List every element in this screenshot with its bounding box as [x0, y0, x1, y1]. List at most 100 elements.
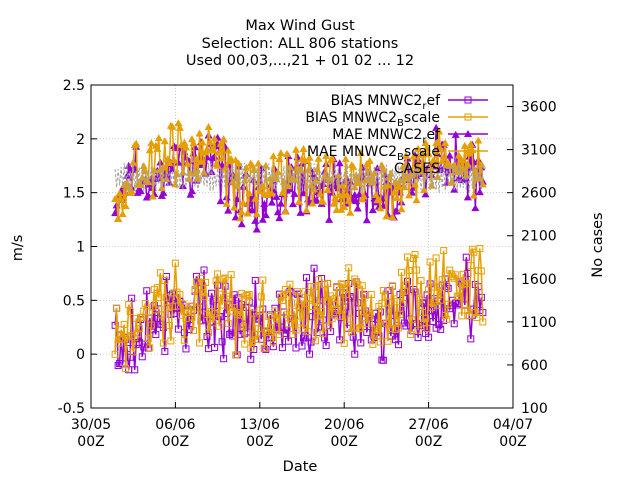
axis-ticks: -0.5 0 0.5 1 1.5 2 2.5 100 600 1100 1600 2100 2600 31…: [58, 78, 557, 450]
data-point-square: [352, 278, 360, 286]
data-point-triangle: [132, 139, 141, 147]
x-tick-label-hour: 00Z: [330, 434, 357, 450]
data-point-triangle: [290, 189, 299, 197]
data-point-square: [404, 277, 411, 285]
data-point-triangle: [239, 198, 248, 206]
data-point-square: [437, 296, 445, 304]
data-point-square: [125, 300, 133, 308]
data-point-square: [114, 362, 122, 370]
data-point-square: [138, 353, 146, 361]
data-point-square: [327, 327, 335, 335]
data-point-square: [476, 244, 484, 252]
data-point-triangle: [118, 210, 127, 218]
legend-label-subscript: B: [397, 152, 404, 163]
data-point-triangle: [251, 216, 260, 224]
data-point-square: [152, 306, 160, 314]
data-point-triangle: [198, 138, 207, 146]
data-point-square: [340, 339, 348, 347]
data-point-triangle: [296, 208, 305, 216]
data-point-triangle: [243, 209, 252, 217]
data-point-square: [414, 326, 422, 334]
data-point-square: [269, 338, 277, 346]
data-point-triangle: [389, 188, 398, 196]
data-point-triangle: [210, 152, 219, 160]
data-point-square: [301, 287, 309, 295]
data-point-square: [278, 344, 286, 352]
data-point-square: [423, 291, 431, 299]
data-point-triangle: [391, 178, 400, 186]
data-point-square: [284, 320, 292, 328]
data-point-triangle: [192, 155, 201, 163]
data-point-square: [224, 319, 232, 327]
data-point-triangle: [145, 146, 154, 154]
data-point-square: [437, 325, 445, 333]
data-point-triangle: [206, 138, 215, 146]
data-point-triangle: [216, 197, 225, 205]
data-point-square: [208, 289, 216, 297]
data-point-square: [343, 285, 351, 293]
data-point-square: [159, 339, 167, 347]
data-point-square: [325, 322, 333, 330]
data-point-triangle: [338, 181, 347, 189]
data-point-square: [134, 330, 142, 338]
data-point-square: [413, 266, 421, 274]
data-point-triangle: [258, 215, 267, 223]
data-point-triangle: [343, 190, 352, 198]
data-point-square: [397, 268, 405, 276]
data-point-triangle: [288, 200, 297, 208]
data-point-square: [156, 269, 164, 277]
data-point-square: [199, 289, 207, 297]
data-point-square: [215, 322, 223, 330]
data-point-square: [193, 278, 200, 286]
data-point-triangle: [423, 144, 432, 152]
data-point-triangle: [219, 135, 228, 143]
data-point-square: [174, 302, 182, 310]
data-point-triangle: [175, 123, 184, 131]
plot-series: [111, 119, 487, 374]
data-point-square: [337, 280, 345, 288]
data-point-square: [331, 295, 339, 303]
data-point-square: [284, 337, 292, 345]
data-point-triangle: [436, 145, 445, 153]
data-point-square: [126, 307, 134, 315]
data-point-triangle: [154, 134, 163, 142]
data-point-triangle: [252, 225, 261, 233]
data-point-square: [143, 308, 151, 316]
data-point-square: [232, 351, 240, 359]
title-line-3: Used 00,03,...,21 + 01 02 ... 12: [186, 53, 414, 69]
data-point-square: [197, 274, 205, 282]
data-point-square: [119, 335, 127, 343]
data-point-triangle: [388, 213, 397, 221]
data-point-square: [259, 276, 267, 284]
data-point-square: [158, 311, 166, 319]
legend-label-tail: ef: [426, 93, 441, 109]
data-point-square: [111, 350, 119, 358]
data-point-triangle: [383, 181, 392, 189]
data-point-square: [461, 280, 469, 288]
data-point-triangle: [469, 158, 478, 166]
data-point-square: [336, 312, 344, 320]
data-point-triangle: [148, 192, 157, 200]
data-point-square: [373, 326, 381, 334]
data-point-square: [162, 272, 170, 280]
data-point-triangle: [279, 177, 288, 185]
data-point-triangle: [356, 149, 365, 157]
data-point-triangle: [325, 215, 334, 223]
data-point-triangle: [284, 182, 293, 190]
data-point-triangle: [439, 154, 448, 162]
data-point-triangle: [168, 122, 177, 130]
data-point-triangle: [418, 150, 427, 158]
data-point-triangle: [153, 144, 162, 152]
y-tick-label: 0: [76, 347, 85, 363]
data-point-triangle: [115, 189, 124, 197]
y2-tick-label: 1100: [521, 315, 557, 331]
y2-tick-label: 2100: [521, 229, 557, 245]
data-point-square: [339, 281, 347, 289]
legend-label-main: MAE MNWC2: [307, 144, 397, 160]
data-point-square: [220, 355, 228, 363]
data-point-square: [244, 292, 252, 300]
data-point-triangle: [359, 192, 368, 200]
data-point-square: [407, 330, 415, 338]
data-point-square: [441, 311, 449, 319]
